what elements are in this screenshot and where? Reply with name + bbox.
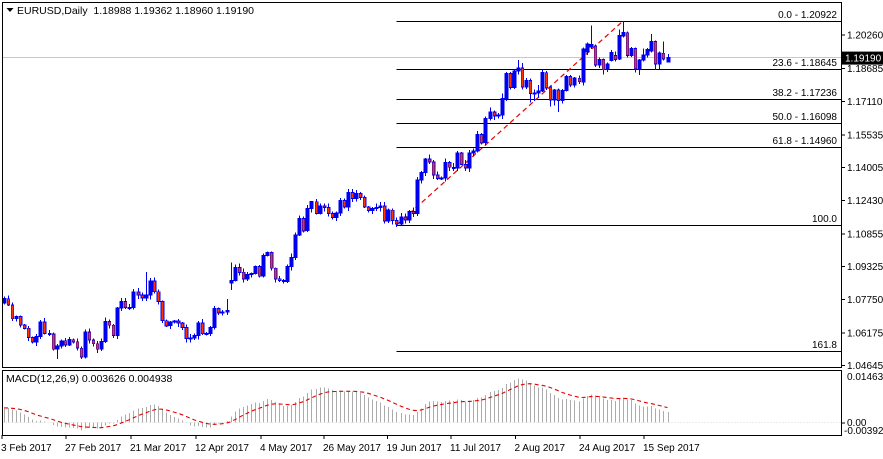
- svg-text:1.04645: 1.04645: [847, 361, 883, 372]
- svg-text:4 May 2017: 4 May 2017: [260, 443, 313, 454]
- svg-text:1.14005: 1.14005: [847, 163, 883, 174]
- svg-text:2 Aug 2017: 2 Aug 2017: [515, 443, 566, 454]
- svg-text:MACD(12,26,9) 0.003626 0.00493: MACD(12,26,9) 0.003626 0.004938: [6, 373, 173, 385]
- svg-text:3 Feb 2017: 3 Feb 2017: [1, 443, 52, 454]
- svg-text:1.20260: 1.20260: [847, 31, 883, 42]
- svg-text:EURUSD,Daily 1.18988 1.19362: EURUSD,Daily 1.18988 1.19362 1.18960 1.1…: [17, 5, 254, 17]
- svg-text:1.12430: 1.12430: [847, 196, 883, 207]
- svg-text:1.19190: 1.19190: [845, 54, 882, 65]
- svg-text:1.17110: 1.17110: [847, 97, 883, 108]
- svg-text:21 Mar 2017: 21 Mar 2017: [130, 443, 187, 454]
- svg-text:24 Aug 2017: 24 Aug 2017: [579, 443, 636, 454]
- svg-text:1.18685: 1.18685: [847, 64, 883, 75]
- svg-text:100.0: 100.0: [812, 214, 837, 225]
- svg-text:0.00: 0.00: [847, 418, 867, 429]
- svg-text:161.8: 161.8: [812, 340, 837, 351]
- svg-text:1.10855: 1.10855: [847, 230, 883, 241]
- svg-text:1.06175: 1.06175: [847, 329, 883, 340]
- svg-text:-0.003929: -0.003929: [844, 426, 883, 437]
- svg-text:15 Sep 2017: 15 Sep 2017: [643, 443, 700, 454]
- svg-text:11 Jul 2017: 11 Jul 2017: [450, 443, 501, 454]
- svg-text:1.15535: 1.15535: [847, 131, 883, 142]
- svg-text:26 May 2017: 26 May 2017: [323, 443, 381, 454]
- svg-text:1.07750: 1.07750: [847, 295, 883, 306]
- svg-text:27 Feb 2017: 27 Feb 2017: [65, 443, 122, 454]
- svg-text:12 Apr 2017: 12 Apr 2017: [195, 443, 249, 454]
- svg-text:50.0 - 1.16098: 50.0 - 1.16098: [773, 112, 838, 123]
- svg-text:38.2 - 1.17236: 38.2 - 1.17236: [773, 88, 838, 99]
- svg-text:1.09325: 1.09325: [847, 262, 883, 273]
- svg-text:23.6 - 1.18645: 23.6 - 1.18645: [773, 58, 838, 69]
- svg-text:0.0 - 1.20922: 0.0 - 1.20922: [778, 10, 837, 21]
- svg-text:61.8 - 1.14960: 61.8 - 1.14960: [773, 136, 838, 147]
- svg-text:19 Jun 2017: 19 Jun 2017: [387, 443, 442, 454]
- svg-text:0.01463: 0.01463: [847, 372, 883, 383]
